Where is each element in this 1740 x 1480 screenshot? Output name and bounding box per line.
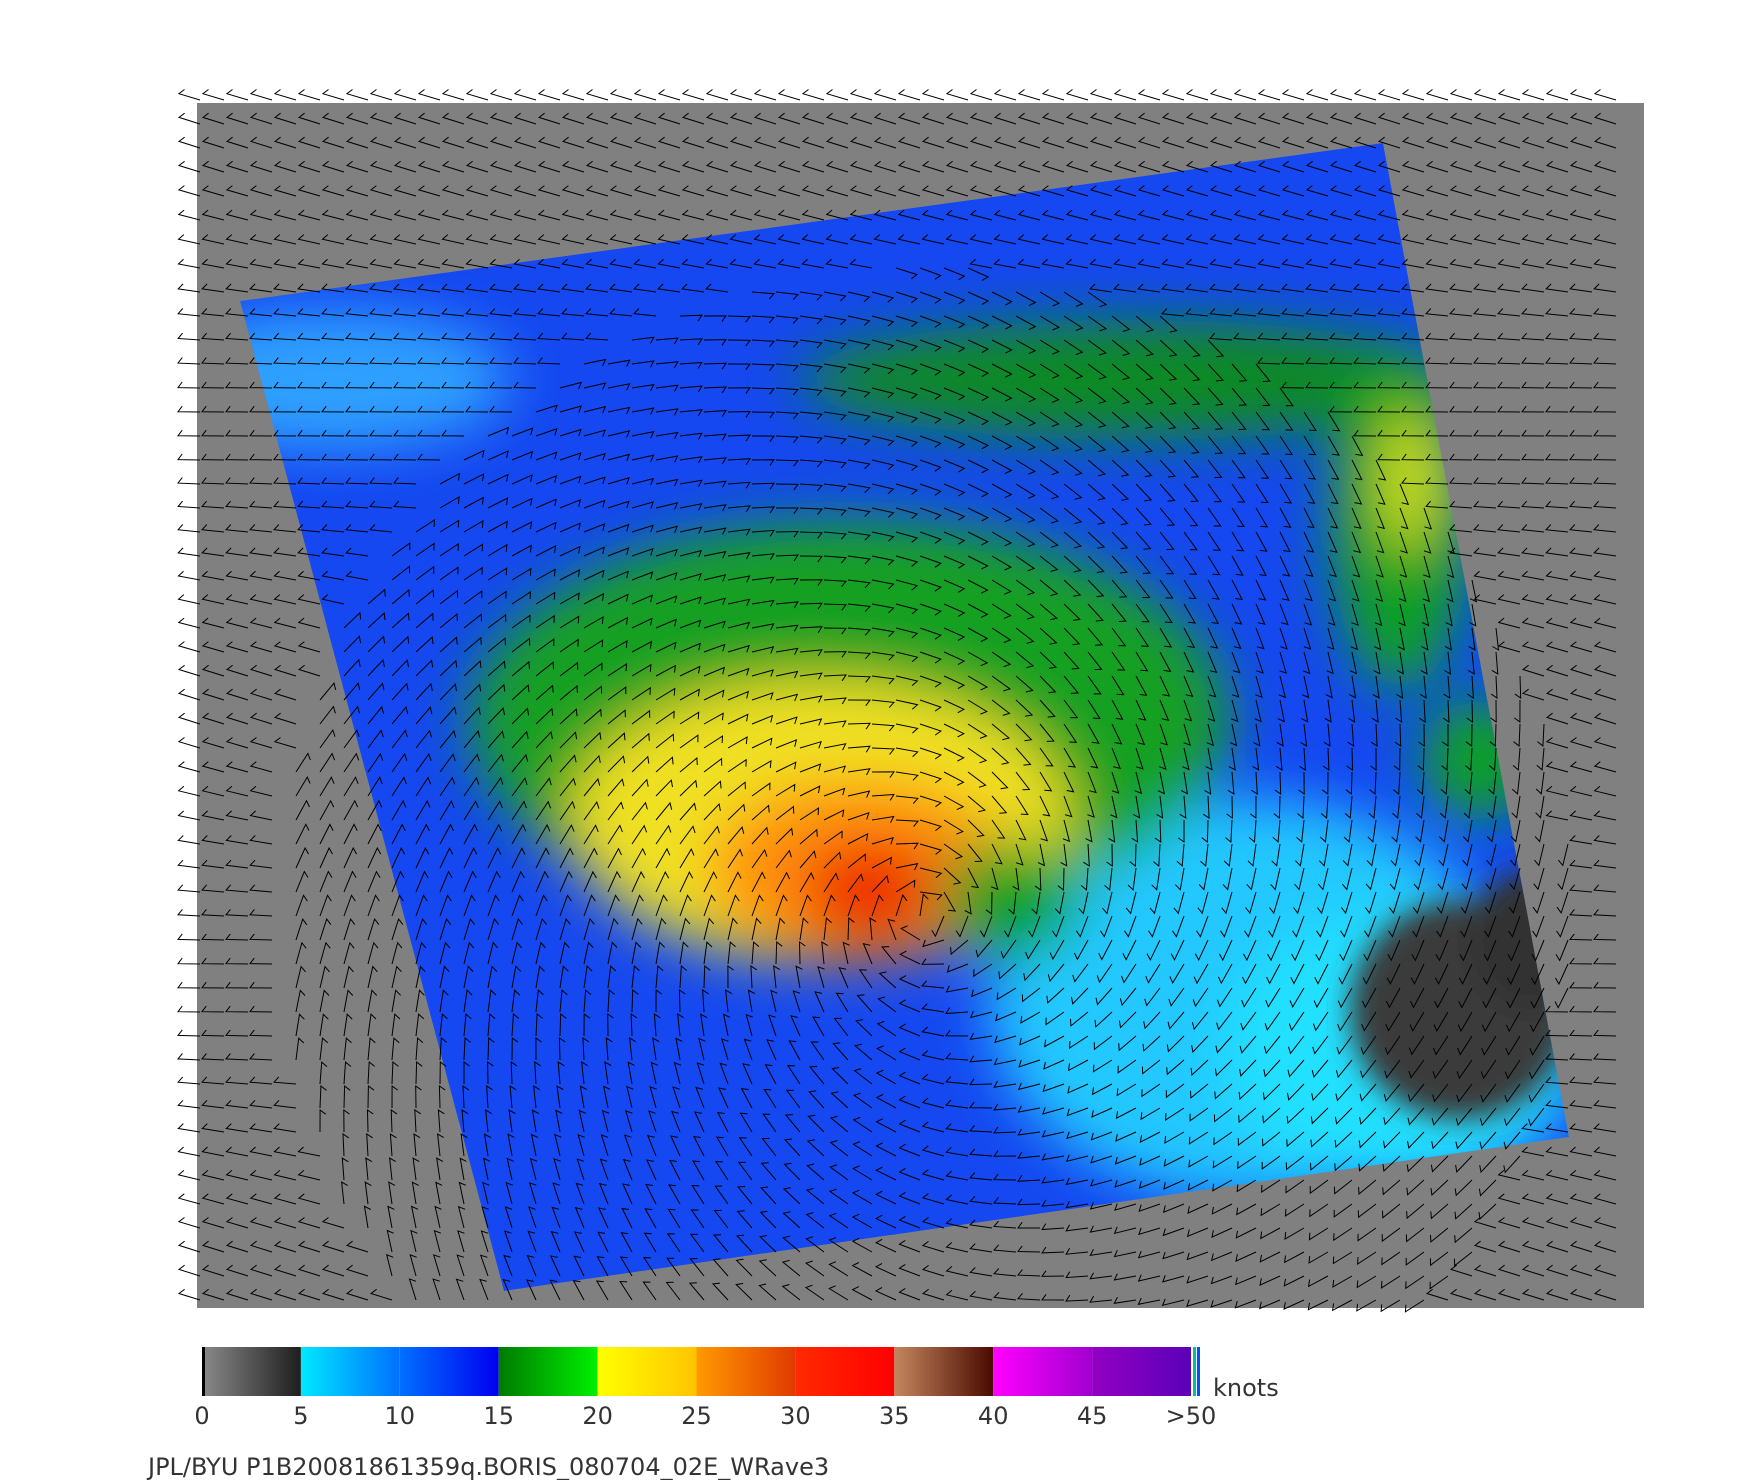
colorbar-segment	[202, 1347, 301, 1396]
colorbar-segment	[597, 1347, 697, 1396]
colorbar-segment	[795, 1347, 895, 1396]
wind-barbs	[176, 89, 1617, 1313]
colorbar-tick-label: 10	[385, 1402, 416, 1430]
colorbar-tick-label: 5	[293, 1402, 308, 1430]
colorbar-tick-label: 0	[194, 1402, 209, 1430]
colorbar-tick-label: 15	[483, 1402, 514, 1430]
colorbar-extra	[1193, 1347, 1196, 1396]
colorbar-tick-label: 45	[1077, 1402, 1108, 1430]
colorbar-tick-label: 25	[681, 1402, 712, 1430]
colorbar-segment	[993, 1347, 1093, 1396]
colorbar-tick-label: 30	[780, 1402, 811, 1430]
colorbar-unit: knots	[1213, 1374, 1279, 1402]
wind-swath	[240, 143, 1569, 1291]
colorbar-tick-label: 20	[582, 1402, 613, 1430]
colorbar-segment	[498, 1347, 598, 1396]
colorbar-tick-label: 35	[879, 1402, 910, 1430]
colorbar-extra	[1197, 1347, 1200, 1396]
colorbar-tick-label: 40	[978, 1402, 1009, 1430]
colorbar-segment	[696, 1347, 796, 1396]
colorbar-segment	[1092, 1347, 1191, 1396]
colorbar-segment	[894, 1347, 994, 1396]
colorbar-tick-label: >50	[1166, 1402, 1217, 1430]
colorbar-segment	[300, 1347, 400, 1396]
colorbar: 0 5 10 15 20 25 30 35 40 45 >50	[194, 1347, 1216, 1430]
footer: JPL/BYU P1B20081861359q.BORIS_080704_02E…	[146, 1453, 829, 1480]
colorbar-segment	[399, 1347, 499, 1396]
colorbar-edge	[202, 1347, 205, 1396]
